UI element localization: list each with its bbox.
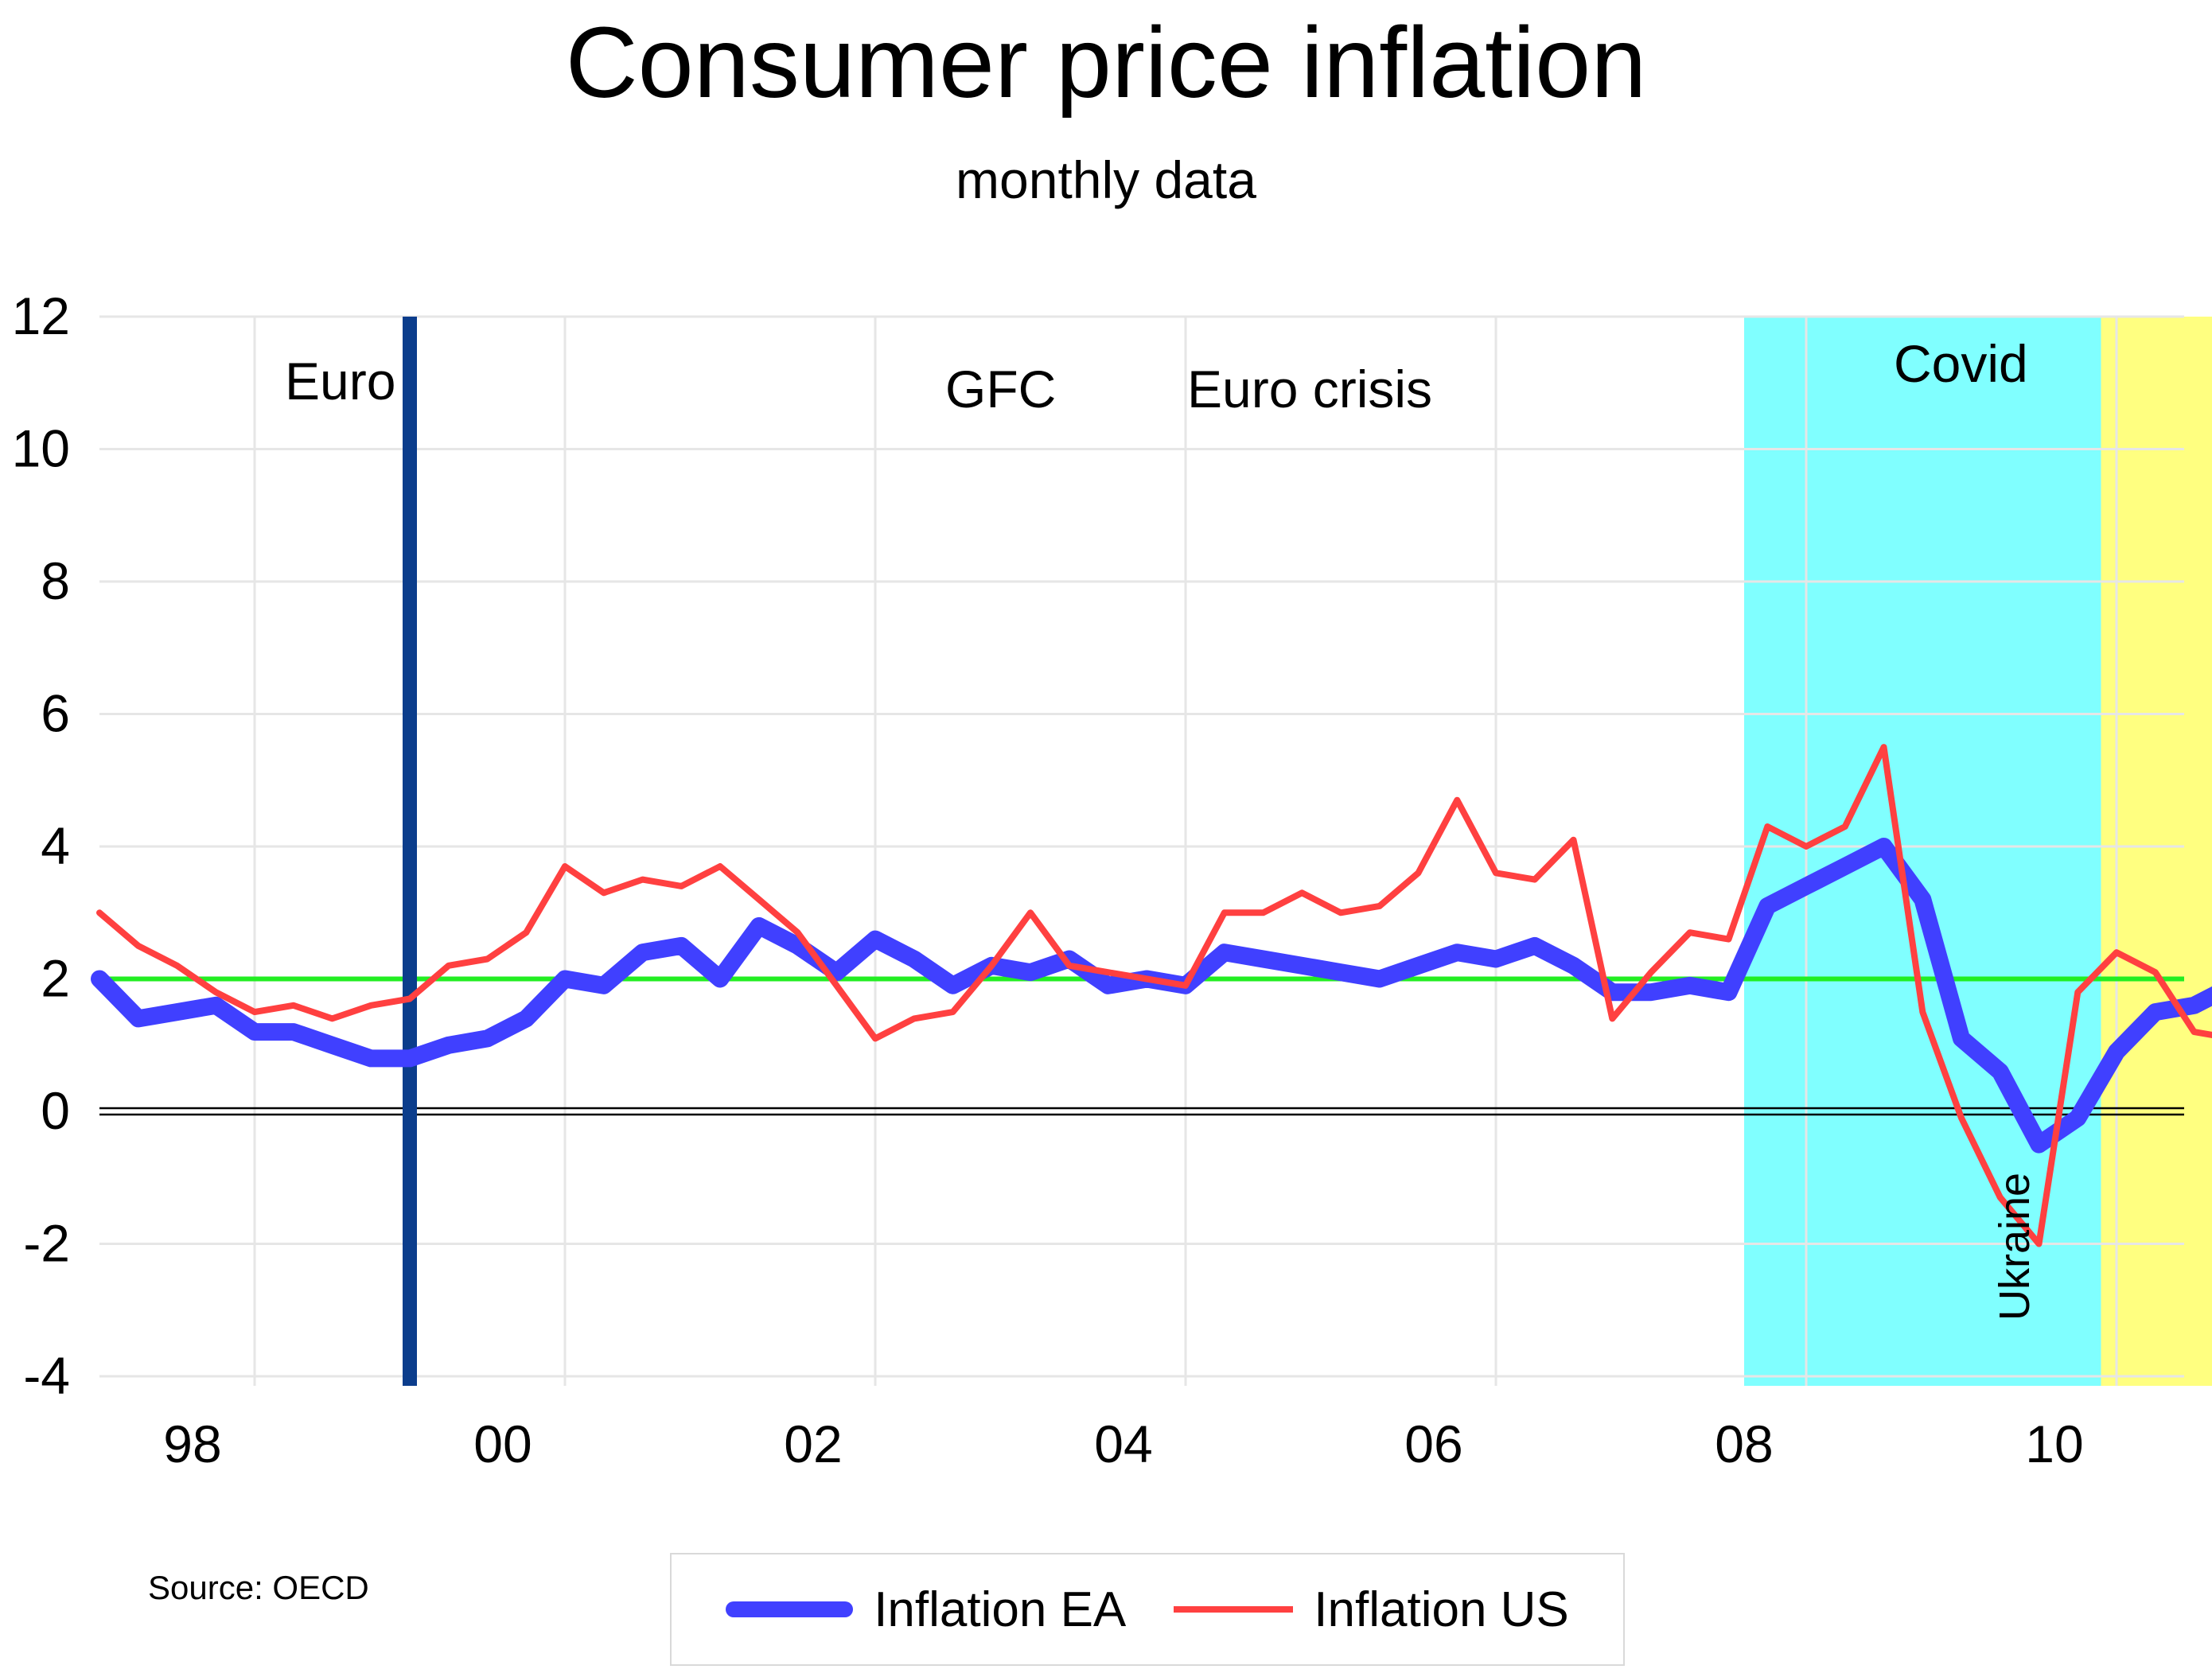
x-tick-label: 02 bbox=[784, 1414, 842, 1473]
chart-title: Consumer price inflation bbox=[565, 6, 1647, 119]
y-tick-label: 6 bbox=[41, 684, 70, 743]
y-tick-label: -2 bbox=[23, 1214, 70, 1273]
event-label-ukraine: Ukraine bbox=[1991, 1173, 2039, 1321]
y-tick-label: 4 bbox=[41, 816, 70, 875]
event-label-euro: Euro bbox=[285, 352, 395, 410]
legend-swatch-us bbox=[1174, 1606, 1294, 1613]
legend: Inflation EA Inflation US bbox=[670, 1553, 1625, 1666]
x-tick-label: 04 bbox=[1094, 1414, 1152, 1473]
legend-label-ea: Inflation EA bbox=[874, 1582, 1127, 1637]
legend-item-ea: Inflation EA bbox=[726, 1582, 1126, 1638]
y-tick-label: 12 bbox=[12, 286, 70, 345]
x-tick-label: 98 bbox=[163, 1414, 221, 1473]
y-tick-label: 10 bbox=[12, 419, 70, 478]
shade-label-euro-crisis: Euro crisis bbox=[1187, 360, 1432, 418]
x-tick-label: 08 bbox=[1715, 1414, 1773, 1473]
y-tick-label: 8 bbox=[41, 551, 70, 610]
legend-label-us: Inflation US bbox=[1314, 1582, 1569, 1637]
y-tick-label: 2 bbox=[41, 949, 70, 1008]
y-tick-label: -4 bbox=[23, 1346, 70, 1405]
shade-gfc bbox=[1744, 317, 2101, 1386]
series-line-ea bbox=[91, 838, 2212, 1154]
shade-label-gfc: GFC bbox=[945, 360, 1056, 418]
series-line-us bbox=[96, 744, 2212, 1247]
x-tick-label: 06 bbox=[1404, 1414, 1462, 1473]
legend-item-us: Inflation US bbox=[1174, 1582, 1569, 1638]
legend-swatch-ea bbox=[726, 1601, 854, 1617]
x-tick-label: 00 bbox=[473, 1414, 532, 1473]
shade-euro-crisis bbox=[2101, 317, 2212, 1386]
y-tick-label: 0 bbox=[41, 1081, 70, 1140]
chart-subtitle: monthly data bbox=[956, 150, 1256, 209]
shade-label-covid: Covid bbox=[1894, 334, 2028, 393]
source-note: Source: OECD bbox=[148, 1569, 369, 1606]
x-tick-label: 10 bbox=[2025, 1414, 2083, 1473]
